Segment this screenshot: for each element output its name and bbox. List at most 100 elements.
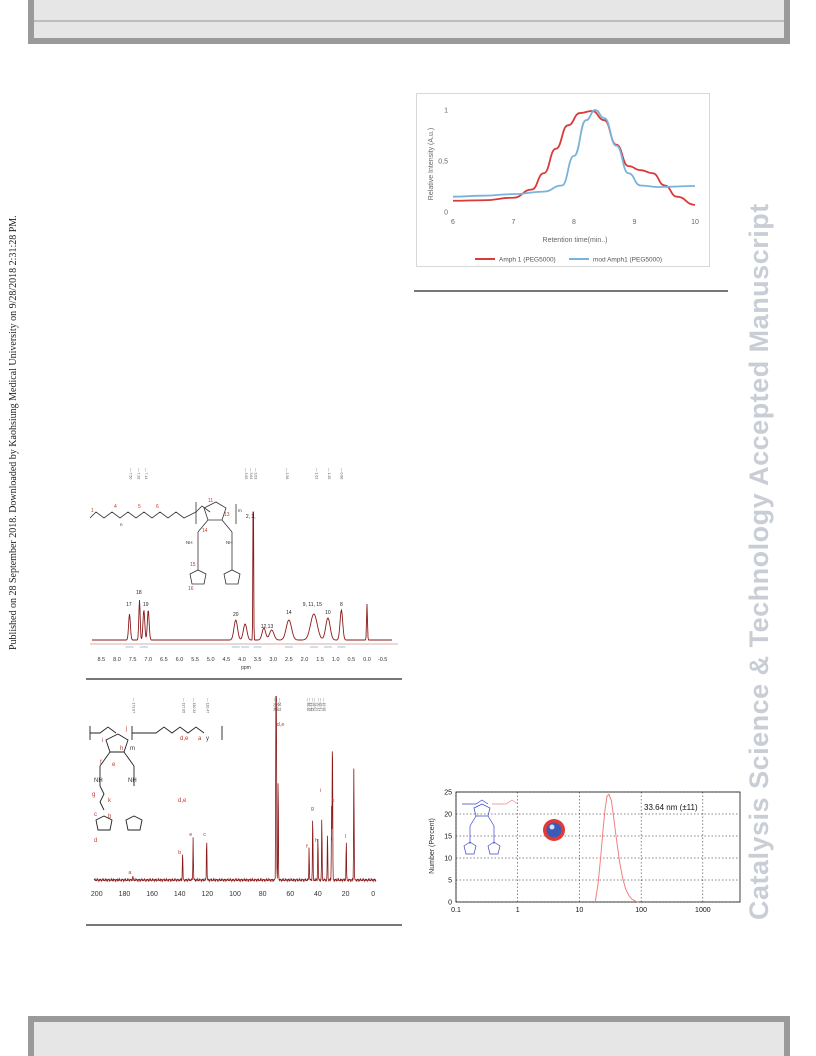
h-nmr-x-label: ppm bbox=[241, 665, 251, 671]
micelle-sphere-icon bbox=[543, 819, 565, 841]
h-nmr-x-tick: 1.5 bbox=[316, 657, 324, 663]
sec-chart: Relative Intensity (A.u.) 6 7 8 9 10 0 0,5 1 R… bbox=[428, 108, 699, 264]
h-nmr-x-tick: 5.0 bbox=[207, 657, 215, 663]
h-nmr-shift-label: — 3.63 bbox=[254, 468, 258, 479]
c-nmr-x-tick: 200 bbox=[91, 891, 103, 898]
c-nmr-peak-label: f bbox=[306, 844, 308, 850]
sec-y-label: Relative Intensity (A.u.) bbox=[428, 128, 435, 200]
h-nmr-shift-label: — 0.88 bbox=[339, 468, 343, 479]
sec-y-tick: 1 bbox=[444, 108, 448, 115]
c-nmr-x-tick: 40 bbox=[314, 891, 322, 898]
h-nmr-peak-label: 8 bbox=[340, 602, 343, 608]
h-nmr-spectrum: — 7.50— 7.28 — 7.14 — 3.65— 3.64— 3.63 — 2.… bbox=[89, 468, 398, 671]
h-nmr-x-tick: 6.0 bbox=[176, 657, 184, 663]
legend-label-mod-amph1: mod Amph1 (PEG5000) bbox=[593, 257, 662, 264]
sec-x-tick: 6 bbox=[451, 219, 455, 226]
h-nmr-shift-label: — 2.58 bbox=[285, 468, 289, 479]
figure-rule bbox=[86, 924, 402, 926]
h-nmr-peak-label: 20 bbox=[233, 612, 239, 618]
h-nmr-x-tick: 6.5 bbox=[160, 657, 168, 663]
h-nmr-shift-label: — 7.28 bbox=[136, 468, 140, 479]
svg-text:15: 15 bbox=[190, 562, 196, 568]
sec-series-amph1 bbox=[452, 110, 696, 206]
c-nmr-shift-label: — 120.47 bbox=[206, 698, 210, 713]
dls-x-tick: 10 bbox=[576, 907, 584, 914]
header-band bbox=[28, 0, 790, 44]
dls-figure: Number (Percent) 0.1 1 10 100 1000 0 5 10 15 20 2… bbox=[426, 786, 744, 916]
svg-text:13: 13 bbox=[224, 512, 230, 518]
h-nmr-figure: — 7.50— 7.28 — 7.14 — 3.65— 3.64— 3.63 — 2.… bbox=[86, 466, 402, 678]
h-nmr-x-tick: 2.5 bbox=[285, 657, 293, 663]
dls-y-tick: 10 bbox=[444, 856, 452, 863]
c-nmr-peak-label: j bbox=[330, 836, 332, 842]
h-nmr-peak-label: 10 bbox=[325, 610, 331, 616]
c-nmr-x-tick: 180 bbox=[119, 891, 131, 898]
dls-chart: Number (Percent) 0.1 1 10 100 1000 0 5 10 15 20 2… bbox=[429, 790, 741, 914]
dls-y-tick: 25 bbox=[444, 790, 452, 797]
h-nmr-x-tick: 0.5 bbox=[348, 657, 356, 663]
svg-text:d,e: d,e bbox=[180, 736, 189, 742]
c-nmr-peak-label: e bbox=[189, 832, 192, 838]
c-nmr-peak-label: h bbox=[315, 838, 318, 844]
c-nmr-shift-label: — 43.79 bbox=[308, 698, 312, 711]
svg-text:NH: NH bbox=[186, 540, 193, 545]
c-amph-structure bbox=[89, 726, 223, 831]
figure-rule bbox=[414, 290, 728, 292]
svg-text:m: m bbox=[238, 508, 242, 513]
dls-x-tick: 100 bbox=[635, 907, 647, 914]
c-nmr-peak-label: d,e bbox=[277, 722, 285, 728]
h-nmr-shift-label: — 1.26 bbox=[327, 468, 331, 479]
c-nmr-peak-label: i bbox=[320, 788, 321, 794]
h-nmr-peak-label: 17 bbox=[126, 602, 132, 608]
svg-text:4: 4 bbox=[114, 504, 117, 510]
c-nmr-shift-label: — 130.32 bbox=[192, 698, 196, 713]
dls-y-tick: 5 bbox=[448, 878, 452, 885]
c-nmr-shift-label: — 70.40 bbox=[272, 698, 276, 711]
c-nmr-shift-label: — 70.06 bbox=[275, 698, 279, 711]
h-nmr-x-tick: 3.0 bbox=[269, 657, 277, 663]
c-nmr-figure: — 173.87— 137.85— 130.32— 120.47— 70.40—… bbox=[86, 665, 386, 912]
h-nmr-shift-label: — 7.50 bbox=[129, 468, 133, 479]
sec-x-label: Retention time(min..) bbox=[543, 237, 608, 244]
h-nmr-x-tick: 1.0 bbox=[332, 657, 340, 663]
footer-band bbox=[28, 1016, 790, 1056]
svg-text:NH: NH bbox=[226, 540, 233, 545]
figure-rule bbox=[86, 678, 402, 680]
sec-y-tick: 0 bbox=[444, 210, 448, 217]
svg-text:6: 6 bbox=[156, 504, 159, 510]
svg-text:j: j bbox=[125, 726, 127, 732]
svg-text:11: 11 bbox=[208, 498, 213, 504]
c-nmr-shift-label: — 68.79 bbox=[277, 698, 281, 711]
svg-text:i: i bbox=[102, 738, 103, 744]
dls-y-tick: 0 bbox=[448, 900, 452, 907]
h-nmr-peak-label: 9, 11, 15 bbox=[303, 602, 322, 608]
c-nmr-shift-label: — 29.47 bbox=[319, 698, 323, 711]
h-nmr-x-tick: -0.5 bbox=[378, 657, 387, 663]
c-nmr-peak-label: a bbox=[128, 870, 132, 876]
dls-x-tick: 1 bbox=[516, 907, 520, 914]
c-nmr-x-tick: 120 bbox=[202, 891, 214, 898]
h-nmr-peak-label: 19 bbox=[143, 602, 149, 608]
c-nmr-x-tick: 100 bbox=[229, 891, 241, 898]
sec-chart-frame: Relative Intensity (A.u.) 6 7 8 9 10 0 0,5 1 R… bbox=[416, 93, 710, 267]
svg-text:c: c bbox=[94, 812, 97, 818]
svg-text:16: 16 bbox=[188, 586, 194, 592]
dls-y-tick: 20 bbox=[444, 812, 452, 819]
c-nmr-x-tick: 60 bbox=[286, 891, 294, 898]
h-nmr-x-tick: 0.0 bbox=[363, 657, 371, 663]
c-nmr-shift-label: — 137.85 bbox=[181, 698, 185, 713]
c-nmr-peak-label: b bbox=[178, 850, 181, 856]
dls-size-annotation: 33.64 nm (±11) bbox=[644, 803, 698, 812]
h-nmr-shift-label: — 3.65 bbox=[244, 468, 248, 479]
svg-text:m: m bbox=[130, 746, 135, 752]
dls-x-tick: 0.1 bbox=[451, 907, 461, 914]
svg-text:d,e: d,e bbox=[178, 798, 187, 804]
h-nmr-x-tick: 4.5 bbox=[223, 657, 231, 663]
h-nmr-peak-label: 14 bbox=[286, 610, 292, 616]
svg-text:e: e bbox=[112, 762, 116, 768]
sec-x-tick: 10 bbox=[691, 219, 699, 226]
h-nmr-x-tick: 4.0 bbox=[238, 657, 246, 663]
h-nmr-peak-label: 2, 3, bbox=[246, 514, 256, 520]
c-nmr-x-tick: 80 bbox=[259, 891, 267, 898]
c-nmr-x-tick: 140 bbox=[174, 891, 186, 898]
